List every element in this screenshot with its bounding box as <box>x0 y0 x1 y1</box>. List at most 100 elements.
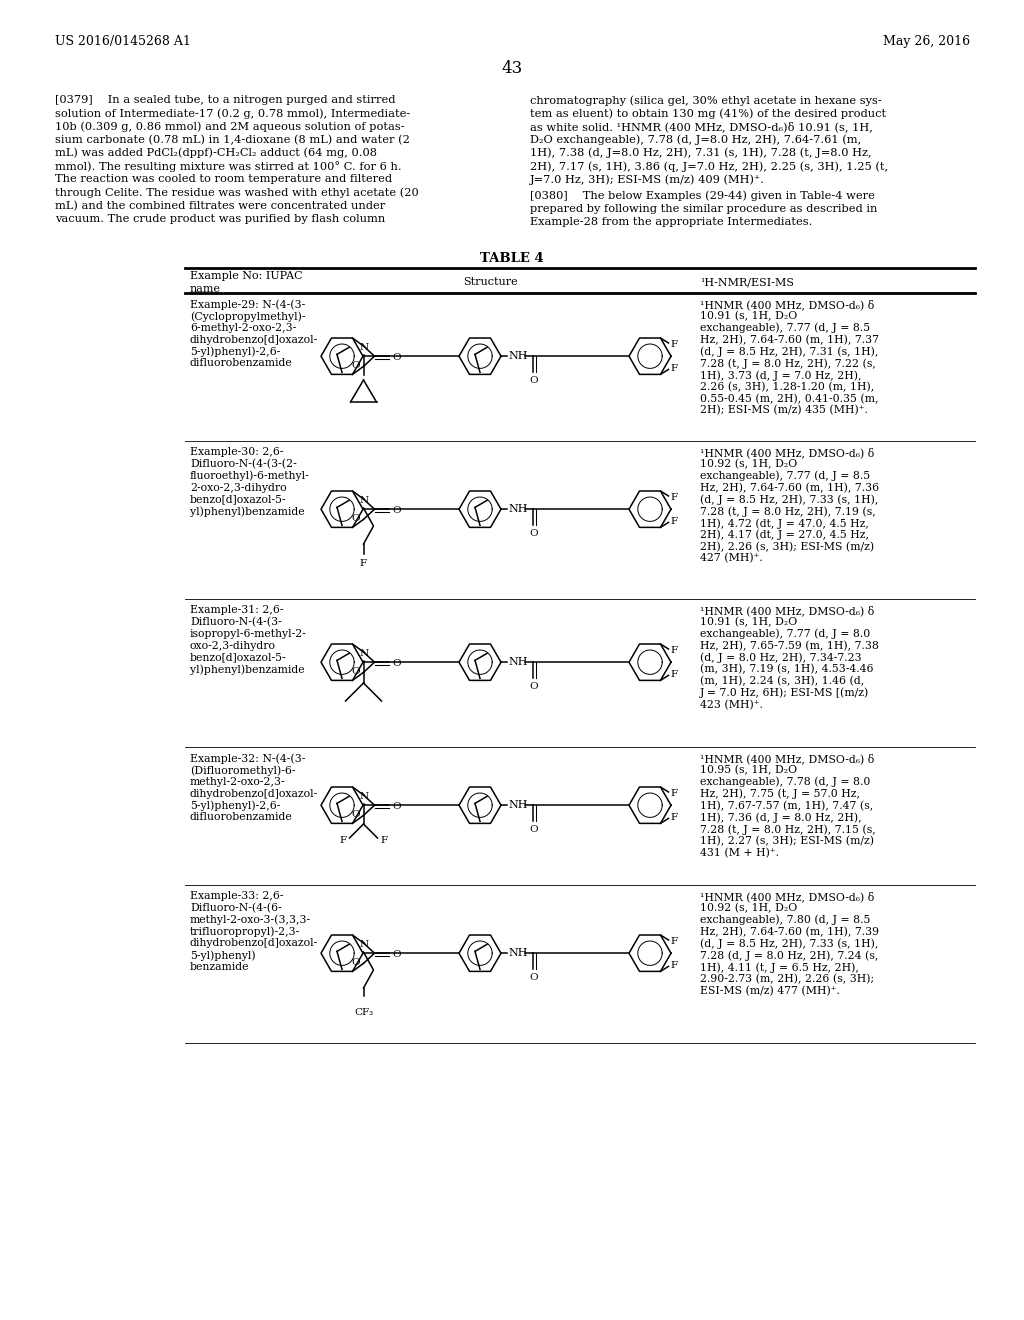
Text: vacuum. The crude product was purified by flash column: vacuum. The crude product was purified b… <box>55 214 385 224</box>
Text: methyl-2-oxo-3-(3,3,3-: methyl-2-oxo-3-(3,3,3- <box>190 915 311 925</box>
Text: O: O <box>529 682 539 692</box>
Text: (d, J = 8.5 Hz, 2H), 7.33 (s, 1H),: (d, J = 8.5 Hz, 2H), 7.33 (s, 1H), <box>700 495 879 506</box>
Text: O: O <box>392 659 401 668</box>
Text: isopropyl-6-methyl-2-: isopropyl-6-methyl-2- <box>190 628 307 639</box>
Text: O: O <box>351 667 359 676</box>
Text: O: O <box>529 376 539 385</box>
Text: 1H), 7.67-7.57 (m, 1H), 7.47 (s,: 1H), 7.67-7.57 (m, 1H), 7.47 (s, <box>700 800 873 810</box>
Text: F: F <box>671 517 678 525</box>
Text: Example-31: 2,6-: Example-31: 2,6- <box>190 605 284 615</box>
Text: oxo-2,3-dihydro: oxo-2,3-dihydro <box>190 640 276 651</box>
Text: Example-32: N-(4-(3-: Example-32: N-(4-(3- <box>190 754 305 764</box>
Text: 7.28 (t, J = 8.0 Hz, 2H), 7.15 (s,: 7.28 (t, J = 8.0 Hz, 2H), 7.15 (s, <box>700 824 876 834</box>
Text: dihydrobenzo[d]oxazol-: dihydrobenzo[d]oxazol- <box>190 939 318 948</box>
Text: dihydrobenzo[d]oxazol-: dihydrobenzo[d]oxazol- <box>190 334 318 345</box>
Text: 7.28 (t, J = 8.0 Hz, 2H), 7.22 (s,: 7.28 (t, J = 8.0 Hz, 2H), 7.22 (s, <box>700 358 876 368</box>
Text: mL) was added PdCl₂(dppf)-CH₂Cl₂ adduct (64 mg, 0.08: mL) was added PdCl₂(dppf)-CH₂Cl₂ adduct … <box>55 148 377 158</box>
Text: N: N <box>360 495 369 504</box>
Text: O: O <box>392 352 401 362</box>
Text: ESI-MS (m/z) 477 (MH)⁺.: ESI-MS (m/z) 477 (MH)⁺. <box>700 986 840 995</box>
Text: Difluoro-N-(4-(6-: Difluoro-N-(4-(6- <box>190 903 282 913</box>
Text: (m, 1H), 2.24 (s, 3H), 1.46 (d,: (m, 1H), 2.24 (s, 3H), 1.46 (d, <box>700 676 864 686</box>
Text: Example No: IUPAC: Example No: IUPAC <box>190 271 303 281</box>
Text: benzo[d]oxazol-5-: benzo[d]oxazol-5- <box>190 495 287 504</box>
Text: O: O <box>529 973 539 982</box>
Text: prepared by following the similar procedure as described in: prepared by following the similar proced… <box>530 203 878 214</box>
Text: 10.92 (s, 1H, D₂O: 10.92 (s, 1H, D₂O <box>700 903 798 913</box>
Text: Difluoro-N-(4-(3-(2-: Difluoro-N-(4-(3-(2- <box>190 459 297 470</box>
Text: N: N <box>360 648 369 657</box>
Text: ¹HNMR (400 MHz, DMSO-d₆) δ: ¹HNMR (400 MHz, DMSO-d₆) δ <box>700 447 874 458</box>
Text: (Cyclopropylmethyl)-: (Cyclopropylmethyl)- <box>190 312 305 322</box>
Text: 7.28 (t, J = 8.0 Hz, 2H), 7.19 (s,: 7.28 (t, J = 8.0 Hz, 2H), 7.19 (s, <box>700 506 876 516</box>
Text: NH: NH <box>508 504 527 515</box>
Text: exchangeable), 7.77 (d, J = 8.5: exchangeable), 7.77 (d, J = 8.5 <box>700 471 870 482</box>
Text: 2H), 4.17 (dt, J = 27.0, 4.5 Hz,: 2H), 4.17 (dt, J = 27.0, 4.5 Hz, <box>700 529 869 540</box>
Text: F: F <box>671 492 678 502</box>
Text: May 26, 2016: May 26, 2016 <box>883 36 970 48</box>
Text: 1H), 4.72 (dt, J = 47.0, 4.5 Hz,: 1H), 4.72 (dt, J = 47.0, 4.5 Hz, <box>700 517 869 528</box>
Text: sium carbonate (0.78 mL) in 1,4-dioxane (8 mL) and water (2: sium carbonate (0.78 mL) in 1,4-dioxane … <box>55 135 410 145</box>
Text: solution of Intermediate-17 (0.2 g, 0.78 mmol), Intermediate-: solution of Intermediate-17 (0.2 g, 0.78… <box>55 108 411 119</box>
Text: exchangeable), 7.80 (d, J = 8.5: exchangeable), 7.80 (d, J = 8.5 <box>700 915 870 925</box>
Text: Hz, 2H), 7.65-7.59 (m, 1H), 7.38: Hz, 2H), 7.65-7.59 (m, 1H), 7.38 <box>700 640 879 651</box>
Text: 5-yl)phenyl)-2,6-: 5-yl)phenyl)-2,6- <box>190 346 281 356</box>
Text: 10.95 (s, 1H, D₂O: 10.95 (s, 1H, D₂O <box>700 766 797 775</box>
Text: Example-29: N-(4-(3-: Example-29: N-(4-(3- <box>190 300 305 310</box>
Text: O: O <box>392 801 401 810</box>
Text: [0379]  In a sealed tube, to a nitrogen purged and stirred: [0379] In a sealed tube, to a nitrogen p… <box>55 95 395 106</box>
Text: O: O <box>529 825 539 834</box>
Text: O: O <box>392 506 401 515</box>
Text: NH: NH <box>508 800 527 810</box>
Text: Example-28 from the appropriate Intermediates.: Example-28 from the appropriate Intermed… <box>530 216 812 227</box>
Text: NH: NH <box>508 948 527 958</box>
Text: F: F <box>671 788 678 797</box>
Text: ¹HNMR (400 MHz, DMSO-d₆) δ: ¹HNMR (400 MHz, DMSO-d₆) δ <box>700 891 874 902</box>
Text: difluorobenzamide: difluorobenzamide <box>190 812 293 822</box>
Text: 2.26 (s, 3H), 1.28-1.20 (m, 1H),: 2.26 (s, 3H), 1.28-1.20 (m, 1H), <box>700 381 874 392</box>
Text: Hz, 2H), 7.75 (t, J = 57.0 Hz,: Hz, 2H), 7.75 (t, J = 57.0 Hz, <box>700 788 860 799</box>
Text: exchangeable), 7.77 (d, J = 8.0: exchangeable), 7.77 (d, J = 8.0 <box>700 628 870 639</box>
Text: O: O <box>351 810 359 818</box>
Text: 5-yl)phenyl)-2,6-: 5-yl)phenyl)-2,6- <box>190 800 281 810</box>
Text: 427 (MH)⁺.: 427 (MH)⁺. <box>700 553 763 564</box>
Text: (d, J = 8.5 Hz, 2H), 7.31 (s, 1H),: (d, J = 8.5 Hz, 2H), 7.31 (s, 1H), <box>700 346 879 356</box>
Text: F: F <box>381 836 388 845</box>
Text: exchangeable), 7.78 (d, J = 8.0: exchangeable), 7.78 (d, J = 8.0 <box>700 776 870 787</box>
Text: trifluoropropyl)-2,3-: trifluoropropyl)-2,3- <box>190 927 300 937</box>
Text: yl)phenyl)benzamide: yl)phenyl)benzamide <box>190 506 304 516</box>
Text: ¹HNMR (400 MHz, DMSO-d₆) δ: ¹HNMR (400 MHz, DMSO-d₆) δ <box>700 605 874 616</box>
Text: 5-yl)phenyl): 5-yl)phenyl) <box>190 950 256 961</box>
Text: tem as eluent) to obtain 130 mg (41%) of the desired product: tem as eluent) to obtain 130 mg (41%) of… <box>530 108 886 119</box>
Text: as white solid. ¹HNMR (400 MHz, DMSO-d₆)δ 10.91 (s, 1H,: as white solid. ¹HNMR (400 MHz, DMSO-d₆)… <box>530 121 872 132</box>
Text: 2.90-2.73 (m, 2H), 2.26 (s, 3H);: 2.90-2.73 (m, 2H), 2.26 (s, 3H); <box>700 974 874 985</box>
Text: ¹HNMR (400 MHz, DMSO-d₆) δ: ¹HNMR (400 MHz, DMSO-d₆) δ <box>700 754 874 764</box>
Text: J = 7.0 Hz, 6H); ESI-MS [(m/z): J = 7.0 Hz, 6H); ESI-MS [(m/z) <box>700 688 869 698</box>
Text: N: N <box>360 792 369 800</box>
Text: O: O <box>351 513 359 523</box>
Text: F: F <box>671 339 678 348</box>
Text: ¹HNMR (400 MHz, DMSO-d₆) δ: ¹HNMR (400 MHz, DMSO-d₆) δ <box>700 300 874 310</box>
Text: F: F <box>671 364 678 372</box>
Text: The reaction was cooled to room temperature and filtered: The reaction was cooled to room temperat… <box>55 174 392 185</box>
Text: 43: 43 <box>502 59 522 77</box>
Text: 10.92 (s, 1H, D₂O: 10.92 (s, 1H, D₂O <box>700 459 798 470</box>
Text: exchangeable), 7.77 (d, J = 8.5: exchangeable), 7.77 (d, J = 8.5 <box>700 323 870 334</box>
Text: F: F <box>671 813 678 822</box>
Text: (m, 3H), 7.19 (s, 1H), 4.53-4.46: (m, 3H), 7.19 (s, 1H), 4.53-4.46 <box>700 664 873 675</box>
Text: fluoroethyl)-6-methyl-: fluoroethyl)-6-methyl- <box>190 471 309 482</box>
Text: through Celite. The residue was washed with ethyl acetate (20: through Celite. The residue was washed w… <box>55 187 419 198</box>
Text: O: O <box>529 529 539 539</box>
Text: F: F <box>360 558 367 568</box>
Text: TABLE 4: TABLE 4 <box>480 252 544 265</box>
Text: 2H); ESI-MS (m/z) 435 (MH)⁺.: 2H); ESI-MS (m/z) 435 (MH)⁺. <box>700 405 868 416</box>
Text: N: N <box>360 342 369 351</box>
Text: 2-oxo-2,3-dihydro: 2-oxo-2,3-dihydro <box>190 483 287 492</box>
Text: F: F <box>671 669 678 678</box>
Text: (d, J = 8.5 Hz, 2H), 7.33 (s, 1H),: (d, J = 8.5 Hz, 2H), 7.33 (s, 1H), <box>700 939 879 949</box>
Text: 1H), 7.38 (d, J=8.0 Hz, 2H), 7.31 (s, 1H), 7.28 (t, J=8.0 Hz,: 1H), 7.38 (d, J=8.0 Hz, 2H), 7.31 (s, 1H… <box>530 148 871 158</box>
Text: N: N <box>360 940 369 949</box>
Text: 423 (MH)⁺.: 423 (MH)⁺. <box>700 700 763 710</box>
Text: 10.91 (s, 1H, D₂O: 10.91 (s, 1H, D₂O <box>700 616 798 627</box>
Text: (Difluoromethyl)-6-: (Difluoromethyl)-6- <box>190 766 296 776</box>
